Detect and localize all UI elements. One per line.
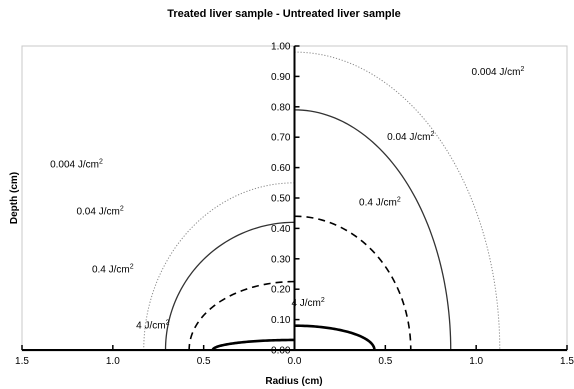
- contour-left-0-04-j-cm: [164, 221, 295, 351]
- contour-left-4-j-cm: [211, 338, 295, 351]
- contour-annotation: 0.4 J/cm2: [359, 197, 401, 209]
- axes-layer: [21, 45, 568, 351]
- tick-labels: 0.00 0.10 0.20 0.30 0.40 0.50 0.60 0.70 0.80 0.90…: [15, 42, 574, 368]
- y-tick-label: 0.70: [271, 133, 291, 144]
- contour-annotation: 0.04 J/cm2: [387, 131, 434, 143]
- y-tick-label: 0.40: [271, 224, 291, 235]
- contour-annotation: 4 J/cm2: [291, 297, 324, 309]
- contour-left-0-004-j-cm: [143, 182, 295, 351]
- contour-annotation: 4 J/cm2: [136, 320, 169, 332]
- contour-annotation: 0.4 J/cm2: [92, 263, 134, 275]
- contour-left-0-4-j-cm: [188, 280, 295, 351]
- contour-right-0-004-j-cm: [294, 51, 501, 351]
- x-tick-label: 0.0: [288, 356, 302, 367]
- y-tick-label: 0.90: [271, 72, 291, 83]
- x-tick-label: 1.5: [560, 356, 574, 367]
- contour-annotation: 0.004 J/cm2: [472, 66, 525, 78]
- contour-right-0-4-j-cm: [294, 215, 412, 351]
- y-tick-label: 1.00: [271, 42, 291, 53]
- contour-right-0-04-j-cm: [294, 109, 452, 351]
- y-tick-label: 0.60: [271, 163, 291, 174]
- contour-right-4-j-cm: [294, 324, 376, 351]
- x-tick-label: 1.5: [15, 356, 29, 367]
- y-tick-label: 0.00: [271, 346, 291, 357]
- y-tick-label: 0.30: [271, 254, 291, 265]
- x-tick-label: 1.0: [469, 356, 483, 367]
- contour-annotation: 0.04 J/cm2: [76, 206, 123, 218]
- annotation-layer: 0.004 J/cm2 0.04 J/cm2 0.4 J/cm2 4 J/cm2 0.0…: [50, 66, 524, 332]
- y-tick-label: 0.50: [271, 194, 291, 205]
- y-tick-label: 0.20: [271, 285, 291, 296]
- y-tick-label: 0.80: [271, 102, 291, 113]
- contour-annotation: 0.004 J/cm2: [50, 159, 103, 171]
- x-axis-title: Radius (cm): [265, 376, 322, 387]
- contour-layer: [143, 51, 501, 351]
- y-axis-title: Depth (cm): [9, 172, 20, 224]
- x-tick-label: 0.5: [197, 356, 211, 367]
- x-tick-label: 0.5: [378, 356, 392, 367]
- chart-title: Treated liver sample - Untreated liver s…: [167, 8, 401, 20]
- y-tick-label: 0.10: [271, 315, 291, 326]
- x-tick-label: 1.0: [106, 356, 120, 367]
